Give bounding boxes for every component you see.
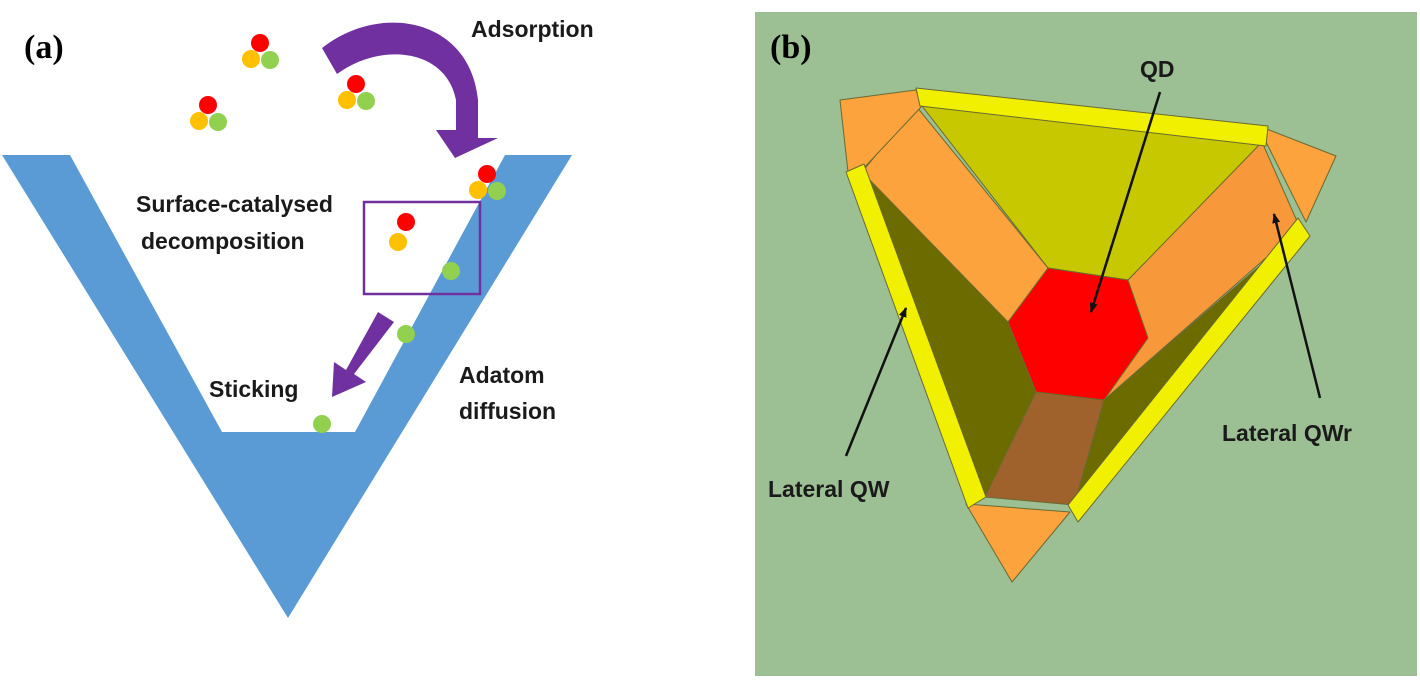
sticking-label: Sticking: [209, 376, 298, 402]
pyramid: [839, 87, 1337, 583]
molecule: [190, 96, 227, 131]
panel-a: (a): [2, 16, 594, 618]
adsorption-label: Adsorption: [471, 16, 594, 42]
lateral-qwr-right: [1067, 217, 1311, 523]
panel-b: (b): [755, 12, 1417, 676]
sticking-arrow: [332, 312, 394, 397]
v-groove: [2, 155, 572, 618]
molecule: [338, 75, 375, 110]
adsorption-arrow: [322, 22, 498, 158]
lateral-qw-pointer-arrow: [844, 307, 908, 457]
lateral-qwr-top: [915, 87, 1269, 147]
adatom-label: Adatom: [459, 362, 545, 388]
lateral-qwr-label: Lateral QWr: [1222, 420, 1352, 446]
decomposition-label: decomposition: [141, 228, 305, 254]
lateral-qw-left: [845, 163, 987, 509]
corner-upper-left: [839, 89, 923, 173]
molecule: [469, 165, 506, 200]
adatom: [397, 325, 415, 343]
panel-b-label: (b): [770, 29, 812, 66]
adatom: [442, 262, 460, 280]
corner-bottom: [965, 503, 1071, 583]
lateral-qw-label: Lateral QW: [768, 476, 890, 502]
panel-a-label: (a): [24, 29, 64, 66]
lateral-qwr-pointer-arrow: [1272, 213, 1322, 399]
diffusion-label: diffusion: [459, 398, 556, 424]
decomposition-box: [362, 200, 482, 296]
quantum-dot: [1007, 267, 1149, 401]
decomposed-fragment: [389, 213, 415, 251]
qd-pointer-arrow: [1089, 91, 1162, 313]
qd-label: QD: [1140, 56, 1175, 82]
molecule: [242, 34, 279, 69]
surface-catalysed-label: Surface-catalysed: [136, 191, 333, 217]
adatom: [313, 415, 331, 433]
